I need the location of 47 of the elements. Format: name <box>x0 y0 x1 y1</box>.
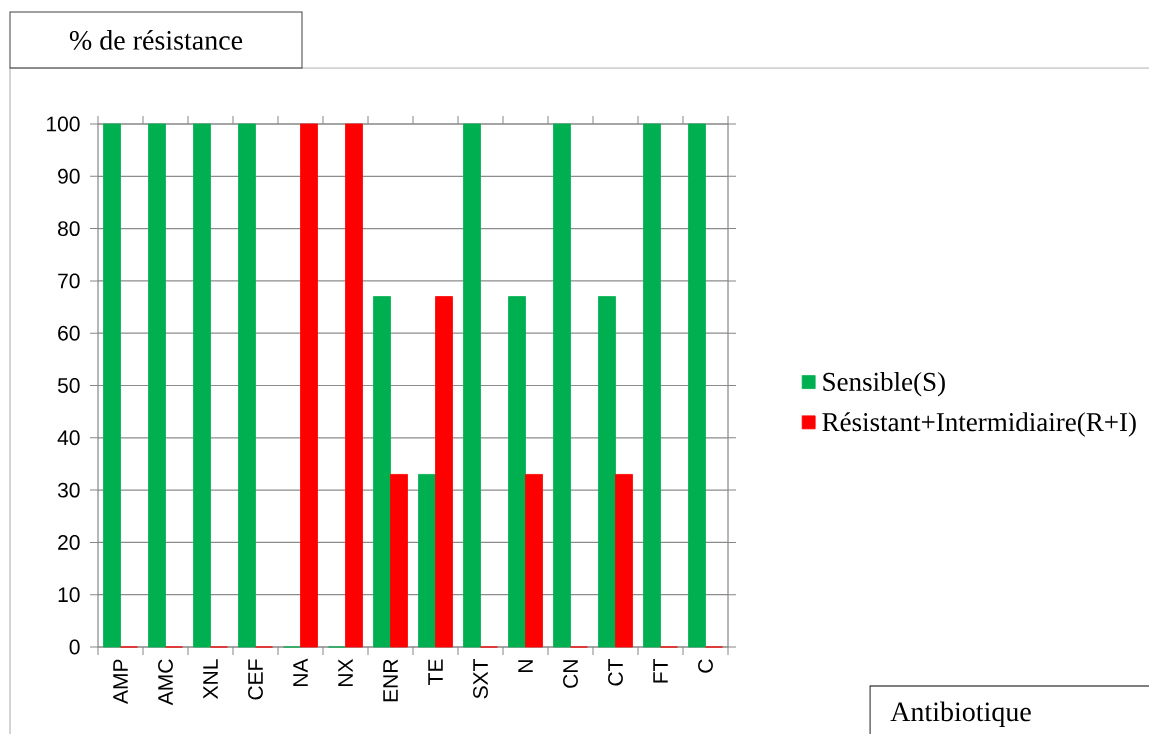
y-tick-label: 10 <box>58 587 80 603</box>
x-tick-label: CT <box>608 659 623 686</box>
y-axis-title: % de résistance <box>69 30 243 50</box>
x-tick-label: AMP <box>113 659 128 704</box>
x-tick-label: N <box>518 660 533 672</box>
y-tick-label: 60 <box>58 325 80 341</box>
bar <box>643 123 661 648</box>
bar <box>193 123 211 648</box>
y-tick-label: 0 <box>69 639 80 655</box>
x-tick-label: NA <box>293 658 308 686</box>
y-tick-label: 90 <box>58 168 80 184</box>
x-tick-label: ENR <box>383 659 398 702</box>
y-tick-label: 30 <box>57 482 80 498</box>
x-tick-label: SXT <box>473 659 488 699</box>
legend-label: Résistant+Intermidiaire(R+I) <box>822 412 1136 437</box>
bar <box>688 123 706 648</box>
bar <box>238 123 256 648</box>
x-tick-label: C <box>698 659 713 673</box>
y-tick-label: 70 <box>58 273 80 289</box>
y-tick-label: 80 <box>58 221 80 237</box>
x-tick-label: AMC <box>158 659 173 706</box>
bar <box>525 474 543 648</box>
bar <box>390 474 408 648</box>
x-tick-label: CEF <box>248 659 263 700</box>
bar <box>435 296 453 648</box>
bar <box>103 123 121 648</box>
bar <box>553 123 571 648</box>
bar <box>508 296 526 648</box>
text: Antibiotique <box>890 701 1031 727</box>
y-tick-label: 100 <box>47 116 80 132</box>
bar <box>300 123 318 648</box>
bar <box>345 123 363 648</box>
y-tick-label: 40 <box>57 430 80 446</box>
bar <box>615 474 633 648</box>
bar <box>373 296 391 648</box>
y-tick-label: 20 <box>58 534 80 550</box>
bar <box>598 296 616 648</box>
x-tick-label: FT <box>653 659 668 683</box>
bar <box>148 123 166 648</box>
bar <box>463 123 481 648</box>
legend-label: Sensible(S) <box>823 371 945 397</box>
x-tick-label: XNL <box>203 659 218 699</box>
x-tick-label: CN <box>563 660 578 688</box>
x-tick-label: TE <box>428 659 443 685</box>
bar <box>418 474 436 648</box>
y-tick-label: 50 <box>57 378 80 393</box>
x-tick-label: NX <box>338 658 353 686</box>
